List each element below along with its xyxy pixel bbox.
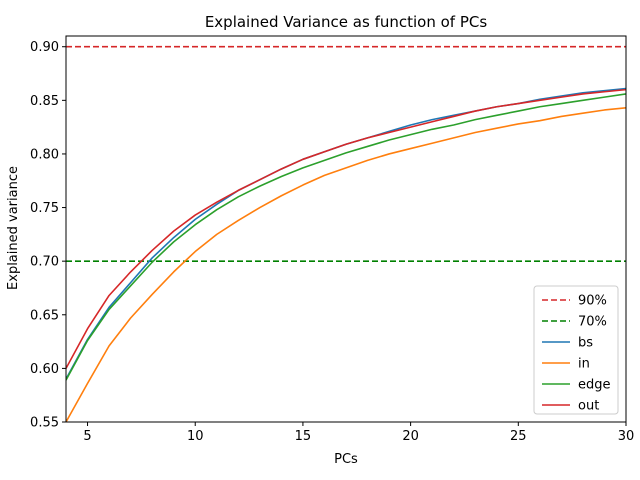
x-tick-label: 5 bbox=[83, 429, 91, 444]
x-tick-label: 15 bbox=[295, 429, 312, 444]
y-tick-label: 0.60 bbox=[30, 362, 59, 377]
plot-content bbox=[66, 45, 626, 422]
x-axis-label: PCs bbox=[334, 452, 358, 467]
x-tick-label: 20 bbox=[402, 429, 419, 444]
legend: 90% 70% bs in edge out bbox=[533, 285, 619, 415]
y-tick-label: 0.85 bbox=[30, 94, 59, 109]
series-line-edge bbox=[66, 93, 626, 381]
y-tick-label: 0.65 bbox=[30, 308, 59, 323]
y-tick-label: 0.55 bbox=[30, 416, 59, 431]
plot-frame bbox=[65, 35, 627, 423]
series-line-in bbox=[66, 107, 626, 422]
legend-label-bs: bs bbox=[578, 336, 593, 351]
legend-box bbox=[533, 285, 619, 415]
chart-title: Explained Variance as function of PCs bbox=[205, 13, 488, 31]
series-line-out bbox=[66, 88, 626, 369]
legend-label-out: out bbox=[578, 399, 599, 414]
y-tick-label: 0.80 bbox=[30, 147, 59, 162]
x-tick-label: 10 bbox=[187, 429, 204, 444]
legend-label-edge: edge bbox=[578, 378, 611, 393]
legend-label-70pct: 70% bbox=[578, 315, 607, 330]
y-tick-label: 0.75 bbox=[30, 201, 59, 216]
axes: 5 10 15 20 25 30 0.55 0.60 0.65 0.70 0.75 0.80 0.85 0… bbox=[30, 40, 634, 444]
x-tick-label: 25 bbox=[510, 429, 527, 444]
y-tick-label: 0.90 bbox=[30, 40, 59, 55]
legend-label-in: in bbox=[578, 357, 590, 372]
legend-label-90pct: 90% bbox=[578, 294, 607, 309]
plot-area bbox=[66, 45, 626, 422]
x-tick-label: 30 bbox=[618, 429, 635, 444]
y-axis-label: Explained variance bbox=[6, 166, 21, 290]
y-tick-label: 0.70 bbox=[30, 255, 59, 270]
